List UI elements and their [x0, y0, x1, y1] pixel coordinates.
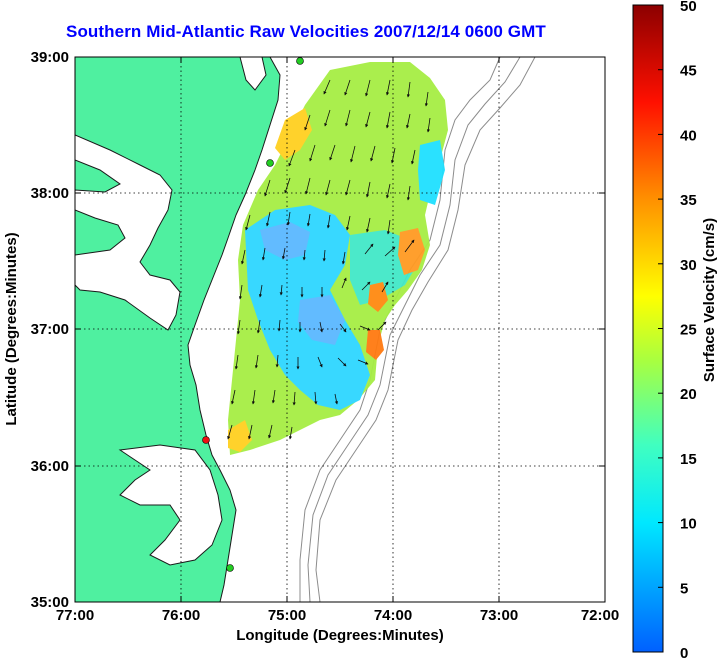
colorbar-ticks: [658, 4, 663, 588]
x-axis-label: Longitude (Degrees:Minutes): [236, 627, 444, 644]
y-tick-label: 36:00: [31, 458, 69, 475]
map-title: Southern Mid-Atlantic Raw Velocities 200…: [66, 22, 546, 41]
y-tick-label: 37:00: [31, 321, 69, 338]
x-tick-label: 73:00: [480, 607, 518, 624]
x-tick-label: 77:00: [56, 607, 94, 624]
colorbar-tick-label: 25: [680, 322, 697, 339]
y-tick-label: 35:00: [31, 594, 69, 611]
velocity-field: [227, 62, 448, 455]
colorbar-tick-label: 5: [680, 580, 688, 597]
colorbar-label: Surface Velocity (cm/s): [701, 218, 718, 382]
colorbar-tick-label: 0: [680, 645, 688, 659]
station-marker: [296, 57, 304, 65]
station-marker: [202, 436, 210, 444]
colorbar-tick-label: 30: [680, 257, 697, 274]
x-tick-label: 74:00: [374, 607, 412, 624]
x-tick-label: 72:00: [581, 607, 619, 624]
station-marker: [266, 159, 274, 167]
colorbar-tick-label: 15: [680, 451, 697, 468]
colorbar-tick-label: 20: [680, 386, 697, 403]
colorbar-tick-label: 40: [680, 127, 697, 144]
colorbar-tick-label: 10: [680, 516, 697, 533]
y-tick-label: 38:00: [31, 185, 69, 202]
colorbar-tick-label: 35: [680, 192, 697, 209]
grid-lines: [75, 57, 605, 602]
y-tick-label: 39:00: [31, 49, 69, 66]
station-marker: [226, 564, 234, 572]
colorbar-tick-label: 45: [680, 63, 697, 80]
colorbar-tick-label: 50: [680, 0, 697, 15]
x-tick-label: 76:00: [162, 607, 200, 624]
x-tick-label: 75:00: [268, 607, 306, 624]
tick-marks: [75, 57, 605, 602]
y-axis-label: Latitude (Degrees:Minutes): [3, 232, 20, 425]
plot-area: [75, 57, 605, 602]
